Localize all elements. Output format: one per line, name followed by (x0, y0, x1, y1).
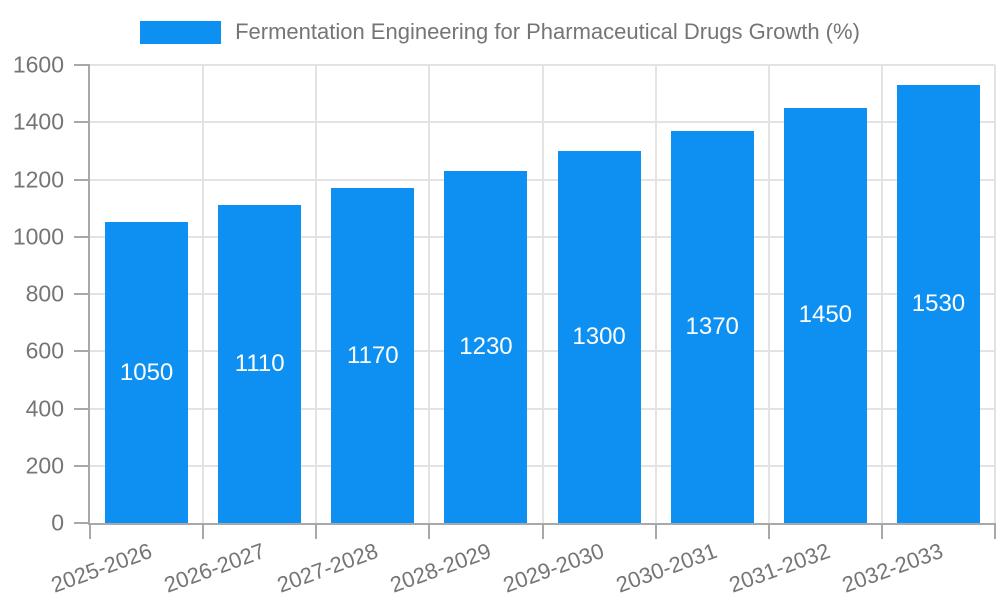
y-tick-label: 600 (25, 337, 64, 364)
y-axis-tick (74, 407, 90, 410)
x-axis-tick (541, 523, 544, 539)
y-tick-label: 0 (51, 509, 64, 536)
bar-value-label: 1450 (798, 301, 853, 329)
y-tick-label: 400 (25, 395, 64, 421)
bar-value-label: 1170 (347, 341, 399, 369)
legend-label: Fermentation Engineering for Pharmaceuti… (235, 19, 860, 44)
y-axis-tick (74, 64, 90, 66)
bar (783, 107, 867, 523)
bar (218, 205, 302, 523)
x-axis-tick (880, 523, 883, 539)
y-tick-label: 1200 (12, 166, 64, 192)
x-axis-tick (315, 523, 318, 539)
bar (331, 188, 415, 523)
gridline-vertical (315, 65, 318, 523)
y-axis-tick (74, 178, 90, 181)
bar-value-label: 1530 (911, 290, 966, 318)
chart-legend: Fermentation Engineering for Pharmaceuti… (0, 16, 1000, 48)
y-tick-label: 800 (25, 280, 64, 307)
plot-area: 0 200 400 600 800 1000 1200 1400 1600 1050 2025-20… (13, 53, 996, 598)
gridline-vertical (767, 65, 770, 523)
gridline-vertical (994, 65, 996, 523)
gridline-vertical (880, 65, 883, 523)
bar (444, 170, 528, 523)
legend-swatch (140, 20, 222, 44)
y-axis-tick (74, 522, 90, 524)
y-tick-label: 1400 (12, 108, 64, 135)
bar-value-label: 1300 (572, 322, 626, 350)
bar-value-label: 1110 (234, 350, 285, 378)
bar (896, 85, 980, 523)
x-axis-tick (89, 523, 91, 539)
x-axis-tick (654, 523, 657, 539)
y-axis-tick (74, 464, 90, 467)
x-axis-tick (428, 523, 431, 539)
gridline-vertical (428, 65, 431, 523)
bar (670, 130, 754, 523)
gridline-vertical (541, 65, 544, 523)
y-axis-tick (74, 350, 90, 353)
bar-value-label: 1230 (459, 332, 513, 360)
gridline-vertical (654, 65, 657, 523)
y-tick-label: 1000 (12, 223, 64, 250)
x-axis-tick (202, 523, 205, 539)
bar-value-label: 1370 (685, 312, 739, 340)
bar (105, 222, 189, 523)
x-axis-tick (994, 523, 996, 539)
x-axis-tick (767, 523, 770, 539)
bar (557, 150, 641, 523)
bar-value-label: 1050 (119, 358, 174, 386)
y-axis-tick (74, 293, 90, 295)
y-axis-tick (74, 121, 90, 124)
gridline-vertical (202, 65, 205, 523)
y-axis-tick (74, 235, 90, 238)
y-tick-label: 200 (25, 452, 64, 479)
y-tick-label: 1600 (12, 51, 64, 78)
